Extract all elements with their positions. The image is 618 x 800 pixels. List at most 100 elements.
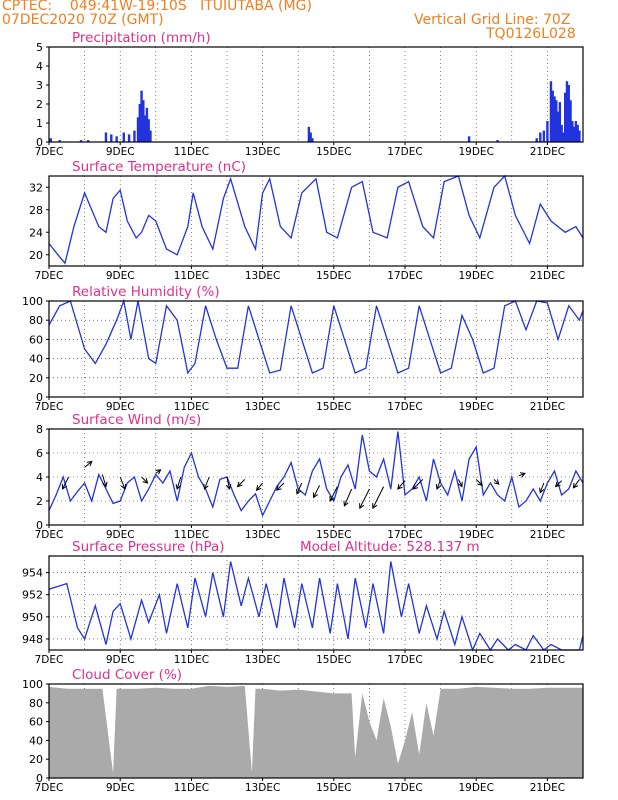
panel-annotation: Model Altitude: 528.137 m xyxy=(300,539,480,555)
x-tick-label: 15DEC xyxy=(316,401,351,413)
precip-bar xyxy=(551,90,554,142)
y-tick-label: 24 xyxy=(29,226,43,239)
series-line xyxy=(48,298,584,375)
y-tick-label: 40 xyxy=(29,353,43,366)
x-tick-label: 13DEC xyxy=(245,654,280,666)
y-tick-label: 32 xyxy=(29,181,43,194)
x-tick-label: 17DEC xyxy=(387,654,422,666)
precip-bar xyxy=(542,130,546,142)
x-tick-label: 19DEC xyxy=(458,146,493,158)
y-tick-label: 2 xyxy=(36,495,43,508)
cloud-cover-area xyxy=(49,685,583,778)
precip-bar xyxy=(565,81,569,142)
y-tick-label: 2 xyxy=(36,98,43,111)
x-tick-label: 11DEC xyxy=(174,270,209,282)
x-tick-label: 17DEC xyxy=(387,146,422,158)
y-tick-label: 20 xyxy=(29,753,43,766)
wind-arrow-head xyxy=(493,479,500,485)
wind-arrow-head xyxy=(554,481,561,488)
panel-frame xyxy=(48,175,584,267)
precip-bar xyxy=(145,107,149,142)
panel-title: Surface Temperature (nC) xyxy=(72,159,246,175)
wind-arrow-head xyxy=(412,484,419,490)
precip-bar xyxy=(535,138,538,142)
wind-arrow xyxy=(313,485,321,498)
wind-arrow-head xyxy=(61,483,67,490)
x-tick-label: 13DEC xyxy=(245,401,280,413)
precip-bar xyxy=(553,96,556,142)
panel-title: Cloud Cover (%) xyxy=(72,667,182,683)
wind-arrow xyxy=(436,479,442,490)
y-tick-label: 40 xyxy=(29,734,43,747)
y-tick-label: 4 xyxy=(36,471,43,484)
panel-4: 948 950 952 954 7DEC 9DEC 11DEC 13DEC 15DEC 17DEC… xyxy=(22,539,584,666)
y-tick-label: 80 xyxy=(29,314,43,327)
x-tick-label: 13DEC xyxy=(245,270,280,282)
y-tick-label: 0 xyxy=(36,519,43,532)
x-tick-label: 21DEC xyxy=(530,782,565,794)
y-tick-label: 952 xyxy=(22,589,43,602)
y-tick-label: 80 xyxy=(29,697,43,710)
wind-arrow-head xyxy=(255,485,262,492)
wind-arrow-head xyxy=(477,480,483,487)
precip-bar xyxy=(546,121,549,142)
wind-arrow xyxy=(573,479,580,489)
x-tick-label: 17DEC xyxy=(387,782,422,794)
x-tick-label: 7DEC xyxy=(35,146,64,158)
x-tick-label: 7DEC xyxy=(35,270,64,282)
x-tick-label: 9DEC xyxy=(106,782,135,794)
precip-bar xyxy=(564,92,567,142)
precip-bar xyxy=(569,100,572,142)
precip-bar xyxy=(549,81,553,142)
x-tick-label: 15DEC xyxy=(316,782,351,794)
x-tick-label: 11DEC xyxy=(174,782,209,794)
wind-arrow xyxy=(343,488,353,506)
series-line xyxy=(48,561,584,652)
vertical-grid-line-label: Vertical Grid Line: 70Z xyxy=(414,12,571,28)
precip-bar xyxy=(576,124,579,142)
x-tick-label: 7DEC xyxy=(35,401,64,413)
precip-bar xyxy=(140,90,143,142)
precip-bar xyxy=(143,115,147,142)
panel-title: Surface Wind (m/s) xyxy=(72,412,201,428)
wind-arrow-head xyxy=(175,484,182,490)
x-tick-label: 13DEC xyxy=(245,529,280,541)
precip-bar xyxy=(309,132,312,142)
wind-arrow xyxy=(397,480,406,490)
precip-bar xyxy=(467,136,471,142)
x-tick-label: 19DEC xyxy=(458,782,493,794)
x-tick-label: 13DEC xyxy=(245,782,280,794)
panel-frame xyxy=(48,46,584,143)
wind-arrow-head xyxy=(397,484,403,490)
precip-bar xyxy=(122,132,125,142)
wind-arrow xyxy=(296,482,303,495)
precip-bar xyxy=(86,140,90,142)
y-tick-label: 60 xyxy=(29,716,43,729)
panel-title: Precipitation (mm/h) xyxy=(72,30,211,46)
precip-bar xyxy=(142,100,145,142)
precip-bar xyxy=(49,138,52,142)
precip-bar xyxy=(307,126,311,142)
x-tick-label: 15DEC xyxy=(316,270,351,282)
x-tick-label: 19DEC xyxy=(458,654,493,666)
precip-bar xyxy=(79,140,83,142)
x-tick-label: 21DEC xyxy=(530,146,565,158)
y-tick-label: 0 xyxy=(36,772,43,785)
wind-arrow-head xyxy=(102,481,108,488)
wind-arrow-head xyxy=(225,484,232,491)
x-tick-label: 19DEC xyxy=(458,529,493,541)
x-tick-label: 11DEC xyxy=(174,529,209,541)
wind-arrow xyxy=(412,479,424,490)
wind-arrow-head xyxy=(343,500,349,507)
wind-arrow-head xyxy=(329,495,335,502)
wind-arrow xyxy=(475,479,483,486)
wind-arrow-head xyxy=(519,472,526,478)
wind-arrow-head xyxy=(372,503,378,510)
run-date-label: 07DEC2020 70Z (GMT) xyxy=(2,12,164,28)
x-tick-label: 9DEC xyxy=(106,401,135,413)
x-tick-label: 15DEC xyxy=(316,146,351,158)
wind-arrow-head xyxy=(155,469,162,475)
precip-bar xyxy=(567,85,570,142)
y-tick-label: 28 xyxy=(29,204,43,217)
